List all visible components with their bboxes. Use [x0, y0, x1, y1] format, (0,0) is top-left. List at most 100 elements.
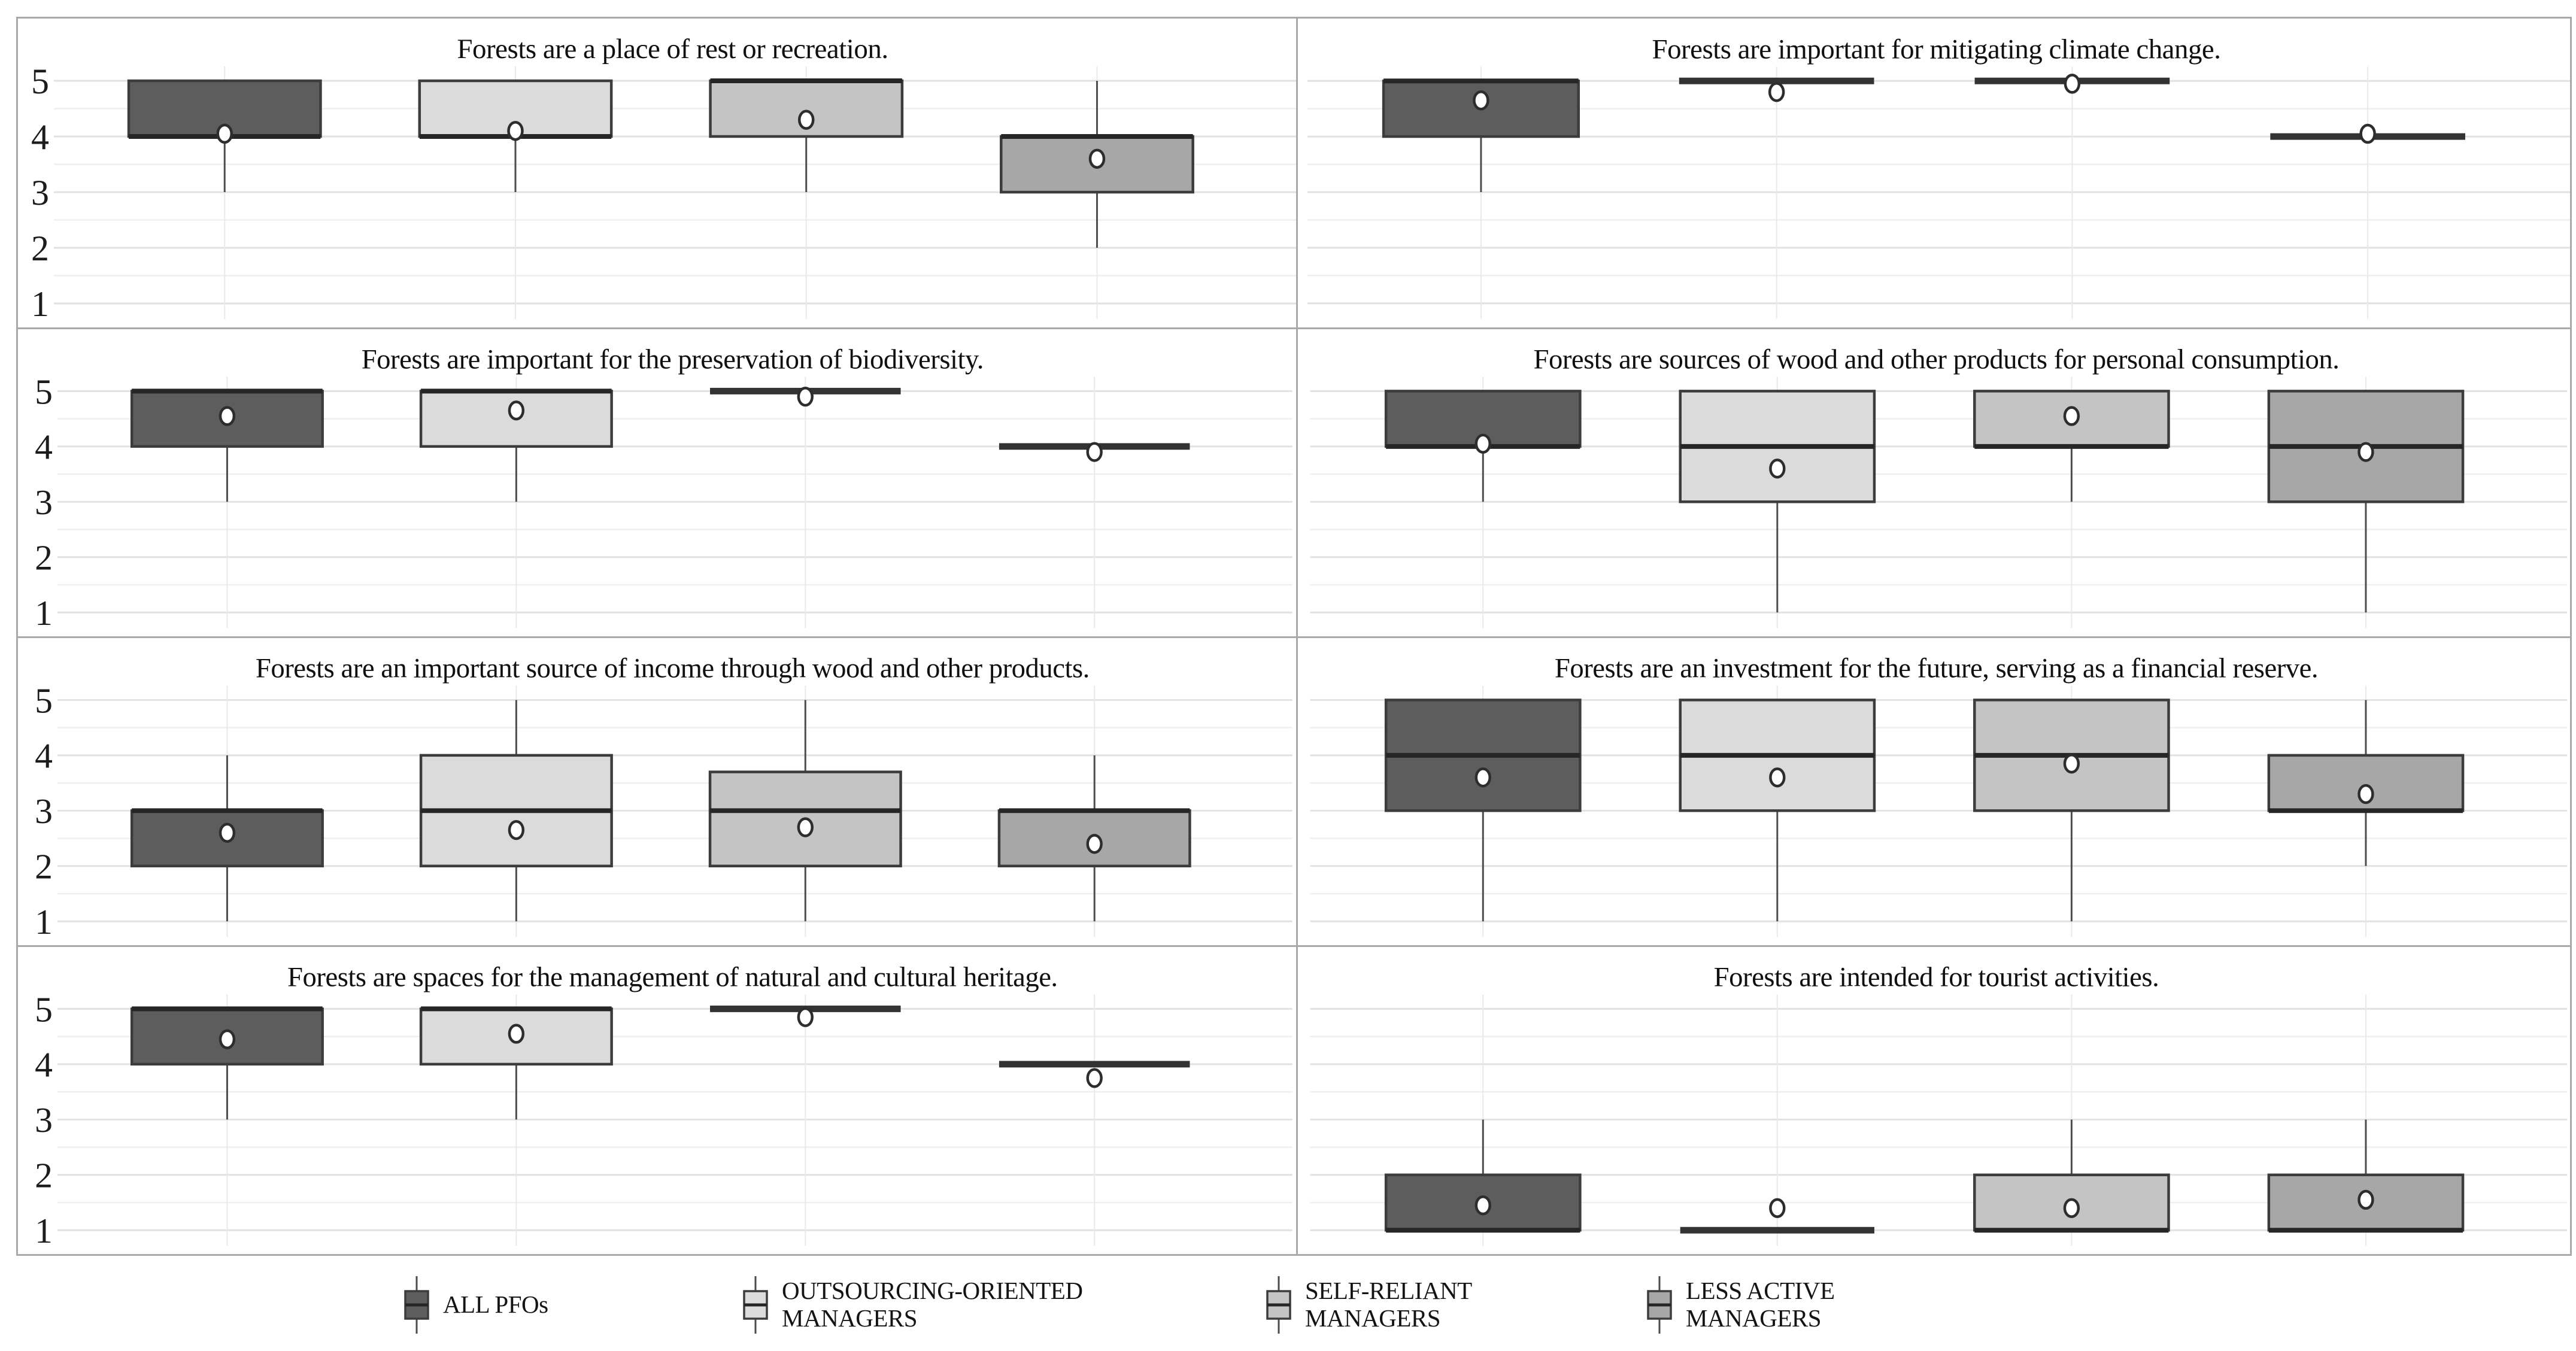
legend-label-line: MANAGERS: [1686, 1304, 1822, 1332]
boxplot-outsourcing-oriented-managers: [419, 388, 613, 502]
boxplot-all-pfos: [130, 388, 324, 502]
boxplot-all-pfos: [130, 755, 324, 922]
mean-marker: [1086, 442, 1103, 462]
mean-marker: [797, 386, 814, 407]
mean-marker: [797, 1007, 814, 1027]
mean-marker: [1474, 1195, 1491, 1216]
legend: ALL PFOs OUTSOURCING-ORIENTED MANAGERS SELF…: [0, 1256, 2576, 1351]
panel-plot: Forests are sources of wood and other pr…: [1310, 344, 2568, 629]
legend-label: OUTSOURCING-ORIENTED MANAGERS: [782, 1277, 1083, 1332]
panel-plot: Forests are an investment for the future…: [1310, 653, 2568, 937]
boxplot-less-active-managers: [1000, 81, 1194, 248]
boxplot-outsourcing-oriented-managers: [419, 1006, 613, 1120]
legend-label: SELF-RELIANT MANAGERS: [1305, 1277, 1472, 1332]
legend-label-line: ALL PFOs: [443, 1291, 548, 1319]
mean-marker: [1474, 433, 1491, 454]
boxplot-self-reliant-managers: [710, 1005, 901, 1027]
panel-title: Forests are a place of rest or recreatio…: [457, 34, 888, 65]
mean-marker: [1086, 1068, 1103, 1088]
boxplot-grid: 5 4 3 2 1 Forests are a place of rest or recr…: [16, 17, 2572, 1256]
legend-label-line: SELF-RELIANT: [1305, 1277, 1472, 1305]
legend-item-all-pfos: ALL PFOs: [402, 1269, 548, 1341]
boxplot-all-pfos: [1382, 78, 1580, 192]
boxplot-outsourcing-oriented-managers: [418, 79, 613, 192]
y-tick-label: 3: [31, 173, 49, 212]
panel-title: Forests are important for mitigating cli…: [1652, 34, 2221, 65]
iqr-box: [1384, 390, 1582, 448]
boxplot-outsourcing-oriented-managers: [1679, 390, 1876, 613]
boxplot-self-reliant-managers: [708, 700, 902, 922]
boxplot-less-active-managers: [997, 755, 1191, 922]
mean-marker: [2357, 1189, 2374, 1210]
y-tick-label: 1: [31, 284, 49, 324]
panel-title: Forests are important for the preservati…: [362, 344, 984, 375]
boxplot-self-reliant-managers: [709, 78, 904, 192]
panel-7: 5 4 3 2 1 Forests are spaces for the manageme…: [18, 945, 1296, 1254]
panel-title: Forests are an investment for the future…: [1555, 653, 2318, 684]
mean-marker: [1088, 148, 1106, 169]
boxplot-self-reliant-managers: [1974, 74, 2170, 94]
panel-plot: 5 4 3 2 1 Forests are an important source of …: [35, 653, 1292, 942]
mean-marker: [797, 110, 815, 130]
y-tick-label: 1: [35, 902, 53, 942]
mean-marker: [2063, 1198, 2080, 1218]
collapsed-box: [1680, 1226, 1874, 1234]
mean-marker: [2359, 123, 2376, 144]
boxplot-outsourcing-oriented-managers: [1679, 699, 1876, 922]
legend-label-line: OUTSOURCING-ORIENTED: [782, 1277, 1083, 1305]
panel-2: Forests are important for mitigating cli…: [1296, 19, 2570, 327]
y-tick-label: 5: [35, 372, 53, 411]
boxplot-all-pfos: [1384, 1119, 1582, 1233]
y-tick-label: 2: [35, 538, 53, 578]
panel-plot: Forests are intended for tourist activit…: [1310, 962, 2568, 1246]
legend-label-line: MANAGERS: [1305, 1304, 1441, 1332]
legend-label-line: MANAGERS: [782, 1304, 918, 1332]
panel-8: Forests are intended for tourist activit…: [1296, 945, 2570, 1254]
mean-marker: [219, 406, 236, 426]
y-tick-label: 5: [35, 989, 53, 1029]
mean-marker: [797, 817, 814, 837]
boxplot-less-active-managers: [2270, 123, 2465, 144]
y-tick-label: 5: [31, 62, 49, 101]
y-tick-label: 5: [35, 681, 53, 720]
mean-marker: [1769, 459, 1786, 479]
panel-6: Forests are an investment for the future…: [1296, 636, 2570, 945]
boxplot-outsourcing-oriented-managers: [1680, 1198, 1874, 1234]
mean-marker: [508, 400, 525, 421]
legend-label-line: LESS ACTIVE: [1686, 1277, 1835, 1305]
mean-marker: [2063, 406, 2080, 426]
legend-item-self-reliant-managers: SELF-RELIANT MANAGERS: [1264, 1269, 1472, 1341]
panel-plot: 5 4 3 2 1 Forests are spaces for the manageme…: [35, 962, 1292, 1250]
panel-4: Forests are sources of wood and other pr…: [1296, 327, 2570, 636]
boxplot-all-pfos: [1384, 699, 1582, 922]
boxplot-self-reliant-managers: [1973, 699, 2170, 922]
panel-plot: 5 4 3 2 1 Forests are a place of rest or recr…: [31, 34, 1296, 324]
y-tick-label: 2: [35, 847, 53, 887]
mean-marker: [1768, 82, 1785, 102]
mean-marker: [1086, 834, 1103, 854]
mean-marker: [219, 1029, 236, 1049]
boxplot-all-pfos: [130, 1006, 324, 1120]
panel-title: Forests are spaces for the management of…: [287, 962, 1058, 993]
panel-title: Forests are intended for tourist activit…: [1714, 962, 2159, 993]
boxplot-all-pfos: [127, 79, 322, 192]
boxplot-glyph-icon: [404, 1276, 429, 1334]
legend-item-outsourcing-oriented-managers: OUTSOURCING-ORIENTED MANAGERS: [741, 1269, 1083, 1341]
boxplot-less-active-managers: [2267, 1119, 2465, 1233]
y-tick-label: 1: [35, 1211, 53, 1250]
boxplot-less-active-managers: [999, 1061, 1190, 1088]
y-tick-label: 1: [35, 593, 53, 633]
boxplot-glyph-icon: [743, 1276, 768, 1334]
boxplot-self-reliant-managers: [710, 386, 901, 407]
collapsed-box: [999, 1061, 1190, 1068]
mean-marker: [1769, 767, 1786, 788]
boxplot-all-pfos: [1384, 390, 1582, 502]
y-tick-label: 4: [35, 1045, 53, 1085]
boxplot-less-active-managers: [2267, 700, 2465, 866]
boxplot-less-active-managers: [999, 442, 1190, 462]
panel-3: 5 4 3 2 1 Forests are important for the prese…: [18, 327, 1296, 636]
panel-5: 5 4 3 2 1 Forests are an important source of …: [18, 636, 1296, 945]
y-tick-label: 3: [35, 1100, 53, 1140]
boxplot-self-reliant-managers: [1973, 1119, 2170, 1233]
